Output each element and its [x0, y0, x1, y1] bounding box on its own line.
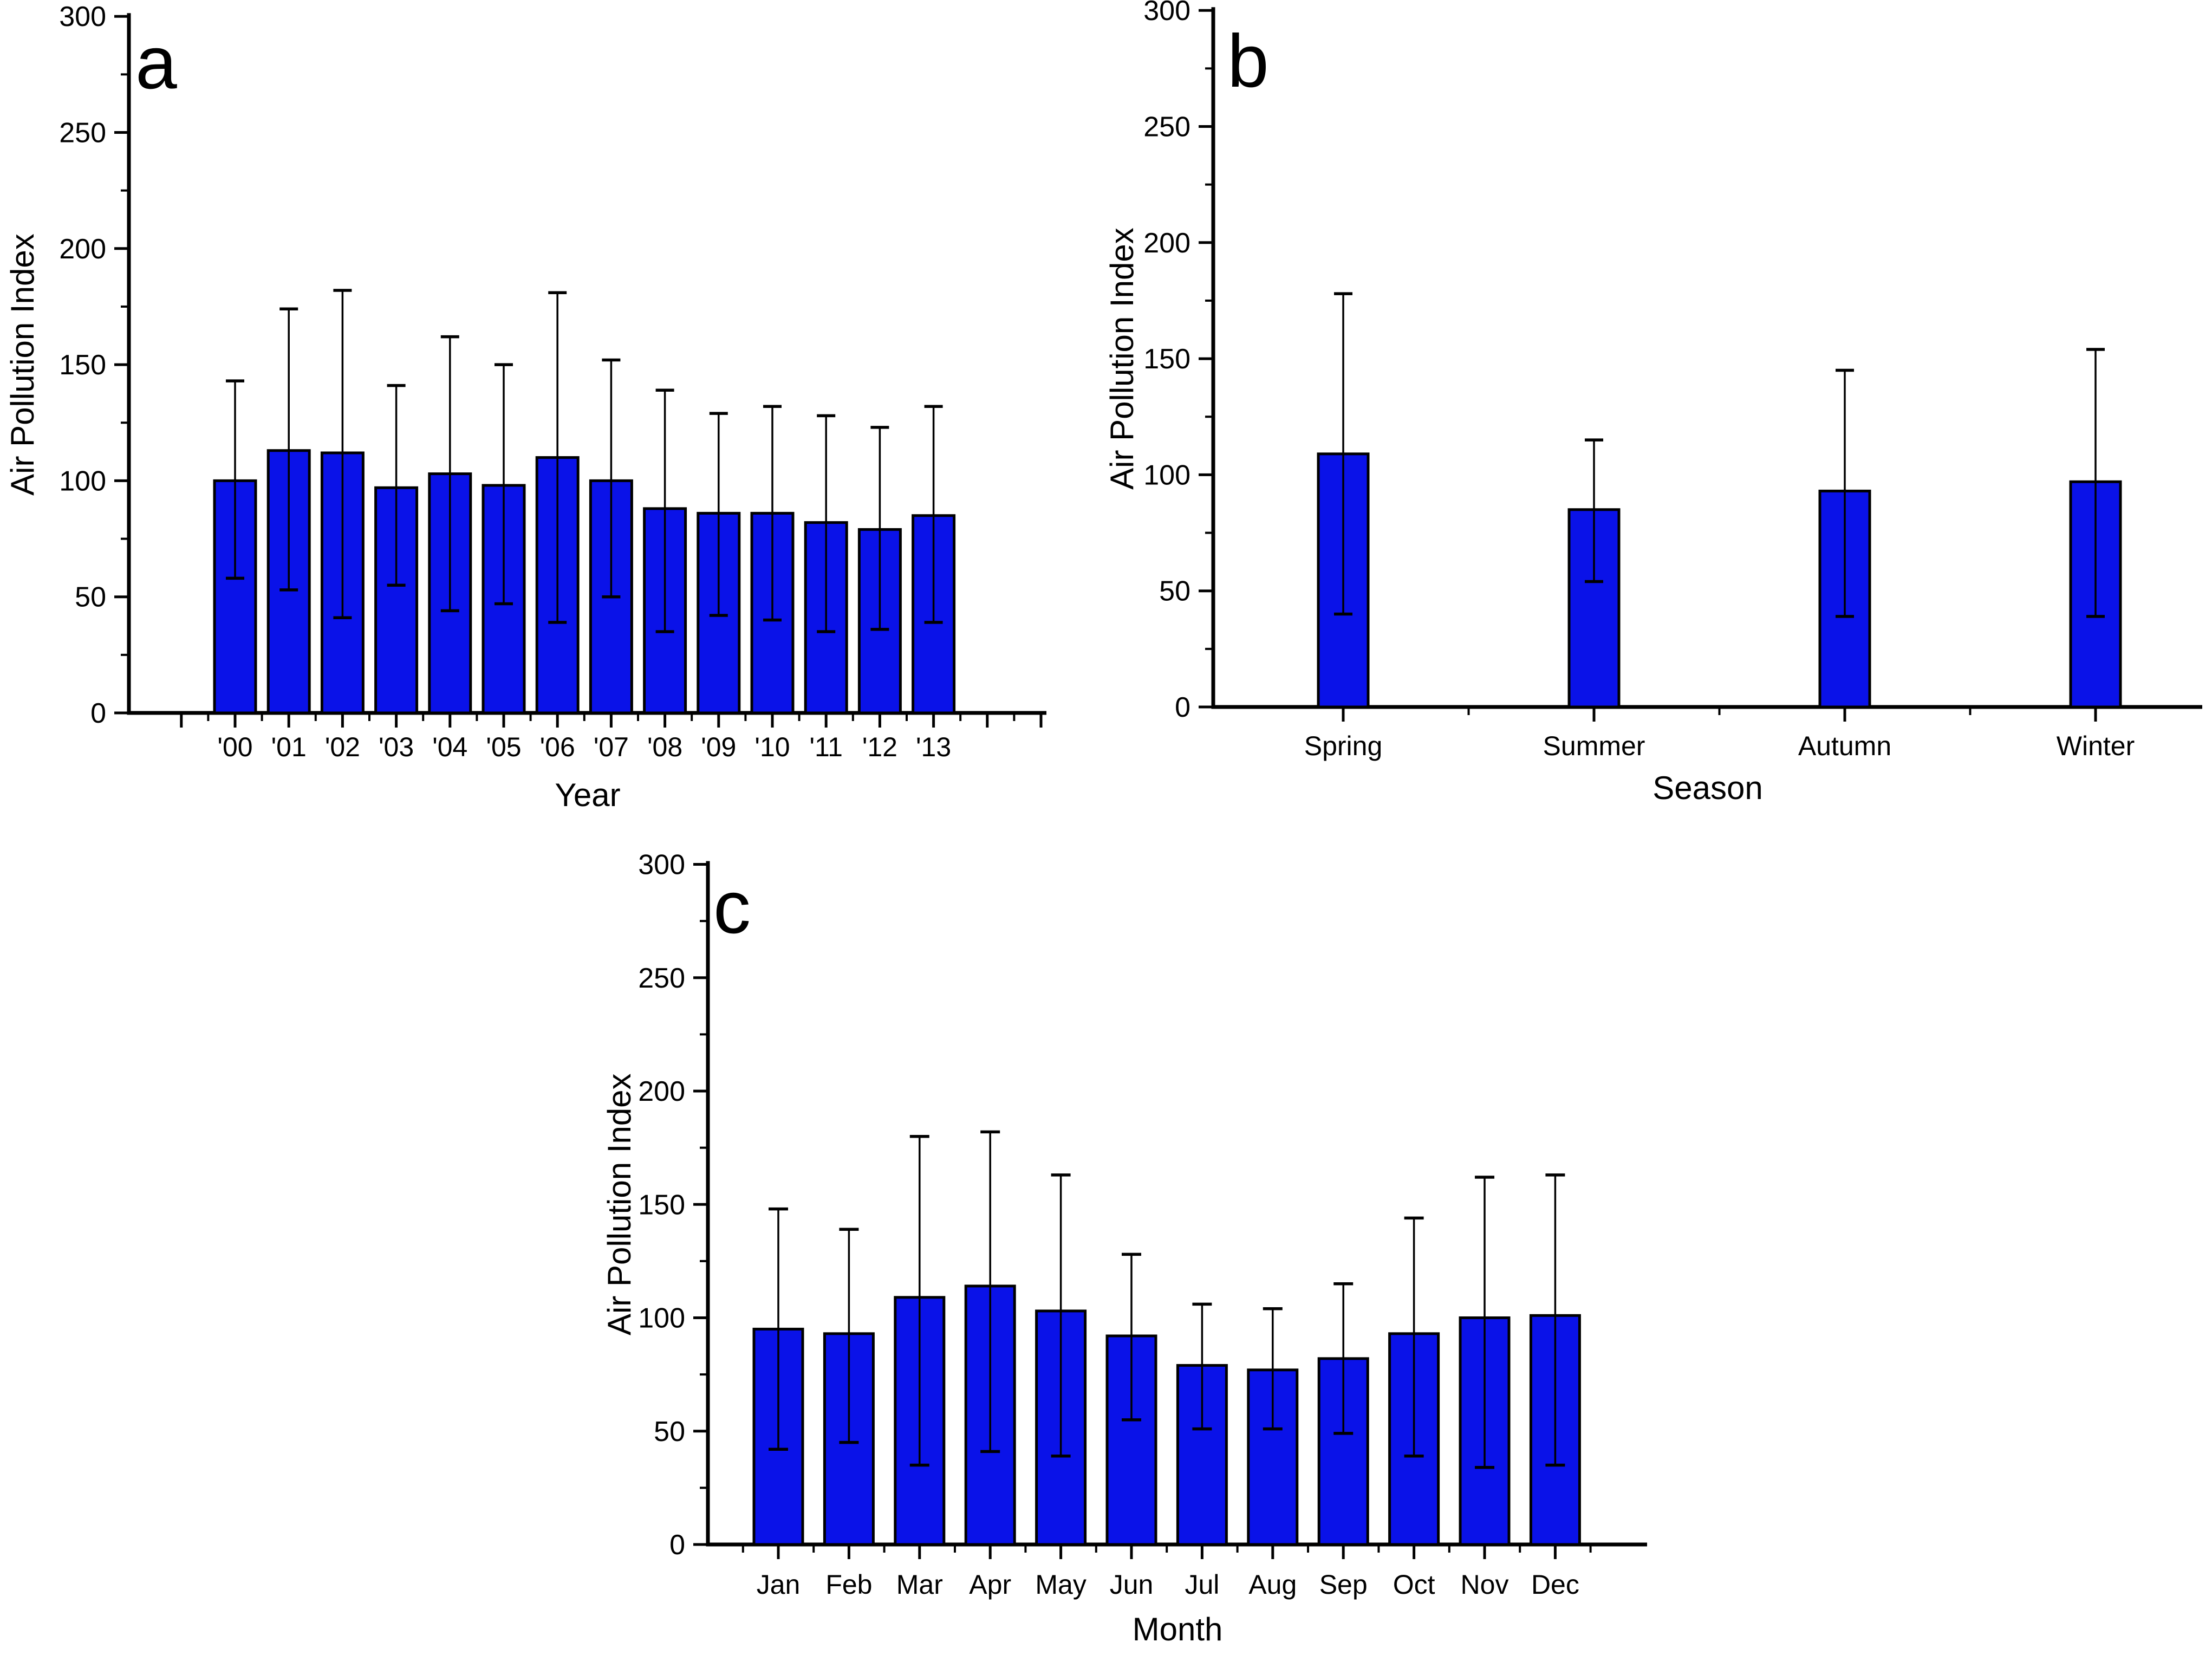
x-tick-label: Autumn: [1798, 731, 1891, 761]
y-tick-label: 300: [59, 1, 106, 33]
y-tick-label: 200: [1143, 228, 1190, 259]
x-tick-label: Jan: [757, 1569, 801, 1600]
y-tick-label: 100: [638, 1303, 685, 1334]
x-tick-label: '11: [809, 732, 842, 762]
y-tick-label: 150: [638, 1189, 685, 1221]
y-tick-label: 150: [1143, 343, 1190, 375]
y-tick-label: 0: [1175, 692, 1190, 723]
x-tick-label: Jun: [1110, 1569, 1154, 1600]
x-axis-title: Month: [1133, 1611, 1223, 1647]
y-tick-label: 300: [1143, 0, 1190, 27]
x-tick-label: '02: [325, 732, 360, 762]
panel-letter: c: [713, 866, 751, 949]
x-tick-label: Summer: [1543, 731, 1645, 761]
panel-letter: b: [1227, 20, 1269, 103]
x-tick-label: Apr: [969, 1569, 1011, 1600]
x-tick-label: Oct: [1393, 1569, 1435, 1600]
y-tick-label: 0: [90, 698, 106, 729]
y-axis-title: Air Pollution Index: [1105, 228, 1140, 490]
y-tick-label: 250: [59, 118, 106, 149]
x-tick-label: Spring: [1304, 731, 1383, 761]
y-axis-title: Air Pollution Index: [4, 233, 41, 496]
y-tick-label: 50: [654, 1416, 685, 1448]
x-axis-title: Season: [1653, 770, 1763, 806]
x-tick-label: Mar: [896, 1569, 943, 1600]
y-tick-label: 250: [638, 963, 685, 994]
x-tick-label: '10: [754, 732, 790, 762]
x-tick-label: '03: [379, 732, 414, 762]
x-tick-label: '12: [862, 732, 897, 762]
x-tick-label: Nov: [1461, 1569, 1509, 1600]
x-tick-label: '00: [217, 732, 252, 762]
y-tick-label: 200: [638, 1076, 685, 1107]
x-tick-label: '13: [916, 732, 951, 762]
x-tick-label: Winter: [2057, 731, 2135, 761]
x-tick-label: '09: [701, 732, 736, 762]
y-tick-label: 50: [1159, 576, 1190, 607]
x-tick-label: '07: [594, 732, 629, 762]
x-tick-label: '04: [432, 732, 467, 762]
x-axis-title: Year: [555, 777, 620, 813]
x-tick-label: '06: [540, 732, 575, 762]
y-axis-title: Air Pollution Index: [601, 1073, 637, 1335]
x-tick-label: Sep: [1319, 1569, 1368, 1600]
chart-panel-b: 0 50 100 150 200 250 300 Spring Summer Autumn Wint…: [1105, 0, 2202, 806]
y-tick-label: 250: [1143, 112, 1190, 143]
y-tick-label: 100: [1143, 459, 1190, 491]
y-tick-label: 100: [59, 465, 106, 497]
x-tick-label: Dec: [1531, 1569, 1579, 1600]
y-tick-label: 50: [75, 582, 106, 613]
x-tick-label: May: [1035, 1569, 1086, 1600]
x-tick-label: Jul: [1185, 1569, 1219, 1600]
y-tick-label: 150: [59, 349, 106, 381]
y-tick-label: 0: [669, 1529, 685, 1561]
chart-panel-a: 0 50 100 150 200 250 300 '00 '01 '02 '03 '04 '05 '06 '…: [4, 1, 1046, 813]
panel-letter: a: [135, 21, 177, 105]
chart-panel-c: 0 50 100 150 200 250 300 Jan Feb Mar Apr May Jun Jul A…: [601, 849, 1647, 1647]
y-tick-label: 200: [59, 233, 106, 265]
x-tick-label: Aug: [1248, 1569, 1297, 1600]
y-tick-label: 300: [638, 849, 685, 881]
x-tick-label: Feb: [825, 1569, 872, 1600]
x-tick-label: '08: [647, 732, 682, 762]
x-tick-label: '05: [486, 732, 521, 762]
x-tick-label: '01: [271, 732, 307, 762]
